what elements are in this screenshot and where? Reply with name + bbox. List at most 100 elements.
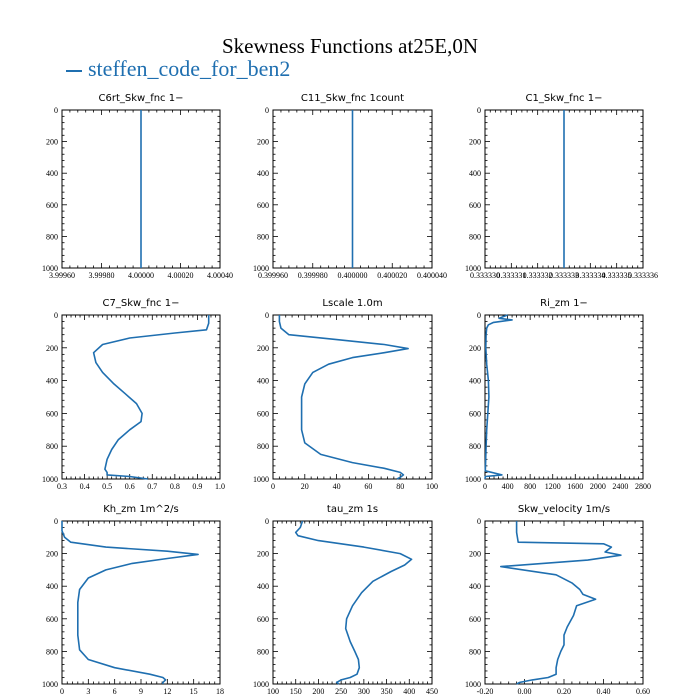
x-tick-label: 18 xyxy=(216,687,224,696)
x-tick-label: 150 xyxy=(290,687,302,696)
y-tick-label: 0 xyxy=(477,311,481,320)
y-tick-label: 1000 xyxy=(253,264,269,273)
x-tick-label: 0 xyxy=(60,687,64,696)
y-tick-label: 200 xyxy=(257,550,269,559)
y-tick-label: 0 xyxy=(477,517,481,526)
y-tick-label: 400 xyxy=(257,377,269,386)
x-tick-label: 400 xyxy=(403,687,415,696)
x-tick-label: 450 xyxy=(426,687,438,696)
series-line xyxy=(278,315,409,480)
y-tick-label: 600 xyxy=(257,409,269,418)
x-tick-label: -0.20 xyxy=(477,687,494,696)
x-tick-label: 200 xyxy=(312,687,324,696)
y-tick-label: 800 xyxy=(257,232,269,241)
y-tick-label: 200 xyxy=(46,550,58,559)
x-tick-label: 0.333335 xyxy=(602,271,632,280)
legend-line-icon xyxy=(66,69,82,72)
x-tick-label: 60 xyxy=(364,482,372,491)
chart-panel-1: C6rt_Skw_fnc 1− 3.99960 3.99980 4.00000 4.00… xyxy=(42,93,233,280)
x-tick-label: 0.399960 xyxy=(258,271,288,280)
series-line xyxy=(499,521,622,685)
y-tick-label: 400 xyxy=(469,169,481,178)
x-tick-label: 3.99960 xyxy=(49,271,75,280)
legend-label: steffen_code_for_ben2 xyxy=(88,56,291,81)
x-tick-label: 2400 xyxy=(612,482,628,491)
chart-title: C11_Skw_fnc 1count xyxy=(301,93,404,104)
y-tick-label: 0 xyxy=(54,517,58,526)
x-tick-label: 0.40 xyxy=(597,687,611,696)
series-line xyxy=(92,315,210,480)
x-tick-label: 0.6 xyxy=(125,482,135,491)
y-tick-label: 0 xyxy=(54,311,58,320)
x-tick-label: 0.8 xyxy=(170,482,180,491)
x-tick-label: 0.7 xyxy=(147,482,157,491)
y-tick-label: 600 xyxy=(257,615,269,624)
x-tick-label: 4.00040 xyxy=(207,271,233,280)
y-tick-label: 400 xyxy=(257,169,269,178)
y-tick-label: 1000 xyxy=(253,475,269,484)
y-tick-label: 1000 xyxy=(42,475,58,484)
y-tick-label: 200 xyxy=(469,344,481,353)
y-tick-label: 0 xyxy=(265,311,269,320)
chart-panel-6: Ri_zm 1− 0 400 800 1200 1600 2000 2400 2800 0 200 4… xyxy=(465,298,651,491)
y-tick-label: 600 xyxy=(46,201,58,210)
plot-frame xyxy=(272,520,433,685)
y-tick-label: 600 xyxy=(257,201,269,210)
x-tick-label: 0.400020 xyxy=(377,271,407,280)
chart-title: C6rt_Skw_fnc 1− xyxy=(99,93,184,104)
x-tick-label: 0.399980 xyxy=(298,271,328,280)
y-tick-label: 1000 xyxy=(465,264,481,273)
x-tick-label: 0.9 xyxy=(192,482,202,491)
y-tick-label: 600 xyxy=(46,409,58,418)
y-tick-label: 800 xyxy=(46,232,58,241)
x-tick-label: 0.5 xyxy=(102,482,112,491)
chart-title: Ri_zm 1− xyxy=(540,298,588,309)
chart-title: Kh_zm 1m^2/s xyxy=(103,504,179,515)
chart-title: C1_Skw_fnc 1− xyxy=(526,93,603,104)
x-tick-label: 0.400000 xyxy=(338,271,368,280)
chart-title: Lscale 1.0m xyxy=(322,298,382,309)
x-tick-label: 80 xyxy=(396,482,404,491)
x-tick-label: 0.333336 xyxy=(628,271,658,280)
page-title: Skewness Functions at25E,0N xyxy=(221,34,479,58)
series-line xyxy=(61,521,199,684)
y-tick-label: 0 xyxy=(54,106,58,115)
y-tick-label: 0 xyxy=(265,517,269,526)
y-tick-label: 400 xyxy=(46,169,58,178)
y-tick-label: 800 xyxy=(469,647,481,656)
chart-title: C7_Skw_fnc 1− xyxy=(103,298,180,309)
x-tick-label: 250 xyxy=(335,687,347,696)
y-tick-label: 200 xyxy=(257,344,269,353)
y-tick-label: 800 xyxy=(257,442,269,451)
x-tick-label: 4.00000 xyxy=(128,271,154,280)
y-tick-label: 800 xyxy=(469,232,481,241)
x-tick-label: 0.400040 xyxy=(417,271,447,280)
legend: steffen_code_for_ben2 xyxy=(66,56,290,82)
chart-title: Skw_velocity 1m/s xyxy=(518,504,610,515)
x-tick-label: 15 xyxy=(190,687,198,696)
plot-frame xyxy=(61,520,221,685)
x-tick-label: 0.4 xyxy=(80,482,90,491)
plot-frame xyxy=(484,314,644,480)
x-tick-label: 4.00020 xyxy=(168,271,194,280)
y-tick-label: 400 xyxy=(257,582,269,591)
x-tick-label: 100 xyxy=(426,482,438,491)
plot-frame xyxy=(61,314,221,480)
y-tick-label: 0 xyxy=(477,106,481,115)
x-tick-label: 1200 xyxy=(545,482,561,491)
x-tick-label: 9 xyxy=(139,687,143,696)
x-tick-label: 0.333330 xyxy=(470,271,500,280)
x-tick-label: 800 xyxy=(524,482,536,491)
y-tick-label: 400 xyxy=(46,582,58,591)
y-tick-label: 200 xyxy=(257,138,269,147)
x-tick-label: 300 xyxy=(358,687,370,696)
x-tick-label: 2800 xyxy=(635,482,651,491)
x-tick-label: 100 xyxy=(267,687,279,696)
x-tick-label: 1600 xyxy=(567,482,583,491)
series-line xyxy=(484,314,513,480)
x-tick-label: 1.0 xyxy=(215,482,225,491)
x-tick-label: 350 xyxy=(381,687,393,696)
x-tick-label: 0.333333 xyxy=(549,271,579,280)
y-tick-label: 1000 xyxy=(42,264,58,273)
y-tick-label: 800 xyxy=(46,442,58,451)
